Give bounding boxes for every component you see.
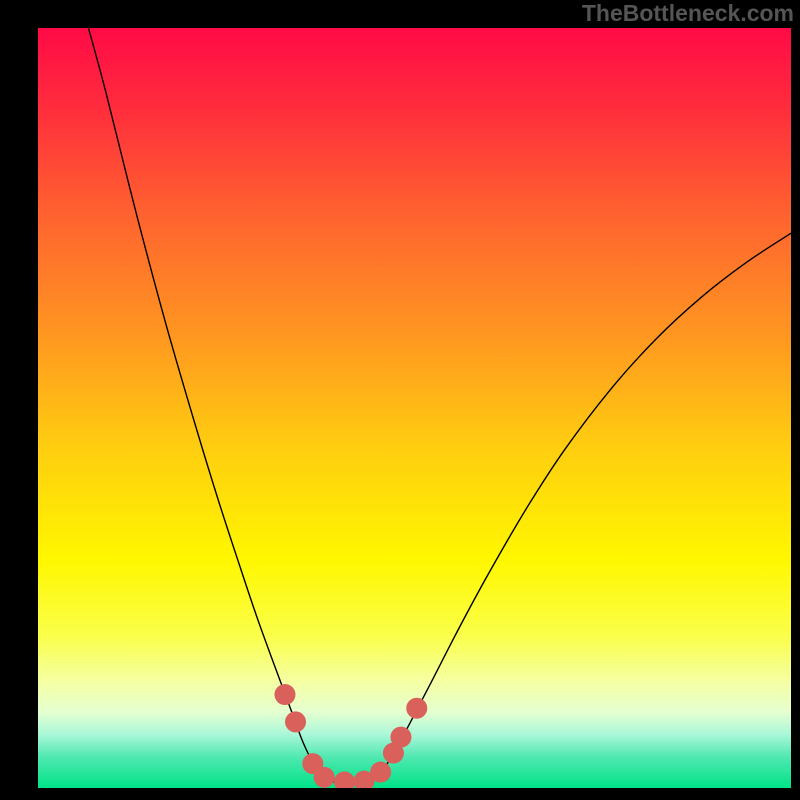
chart-frame: TheBottleneck.com (0, 0, 800, 800)
highlight-marker (285, 711, 306, 732)
curve-layer (38, 28, 791, 788)
highlight-marker (370, 762, 391, 783)
watermark-text: TheBottleneck.com (582, 0, 794, 27)
plot-area (38, 28, 791, 788)
highlight-marker (390, 727, 411, 748)
highlight-marker (314, 767, 335, 788)
highlight-marker (406, 698, 427, 719)
bottleneck-curve (88, 28, 791, 784)
highlight-marker (334, 771, 355, 788)
highlight-marker (274, 684, 295, 705)
